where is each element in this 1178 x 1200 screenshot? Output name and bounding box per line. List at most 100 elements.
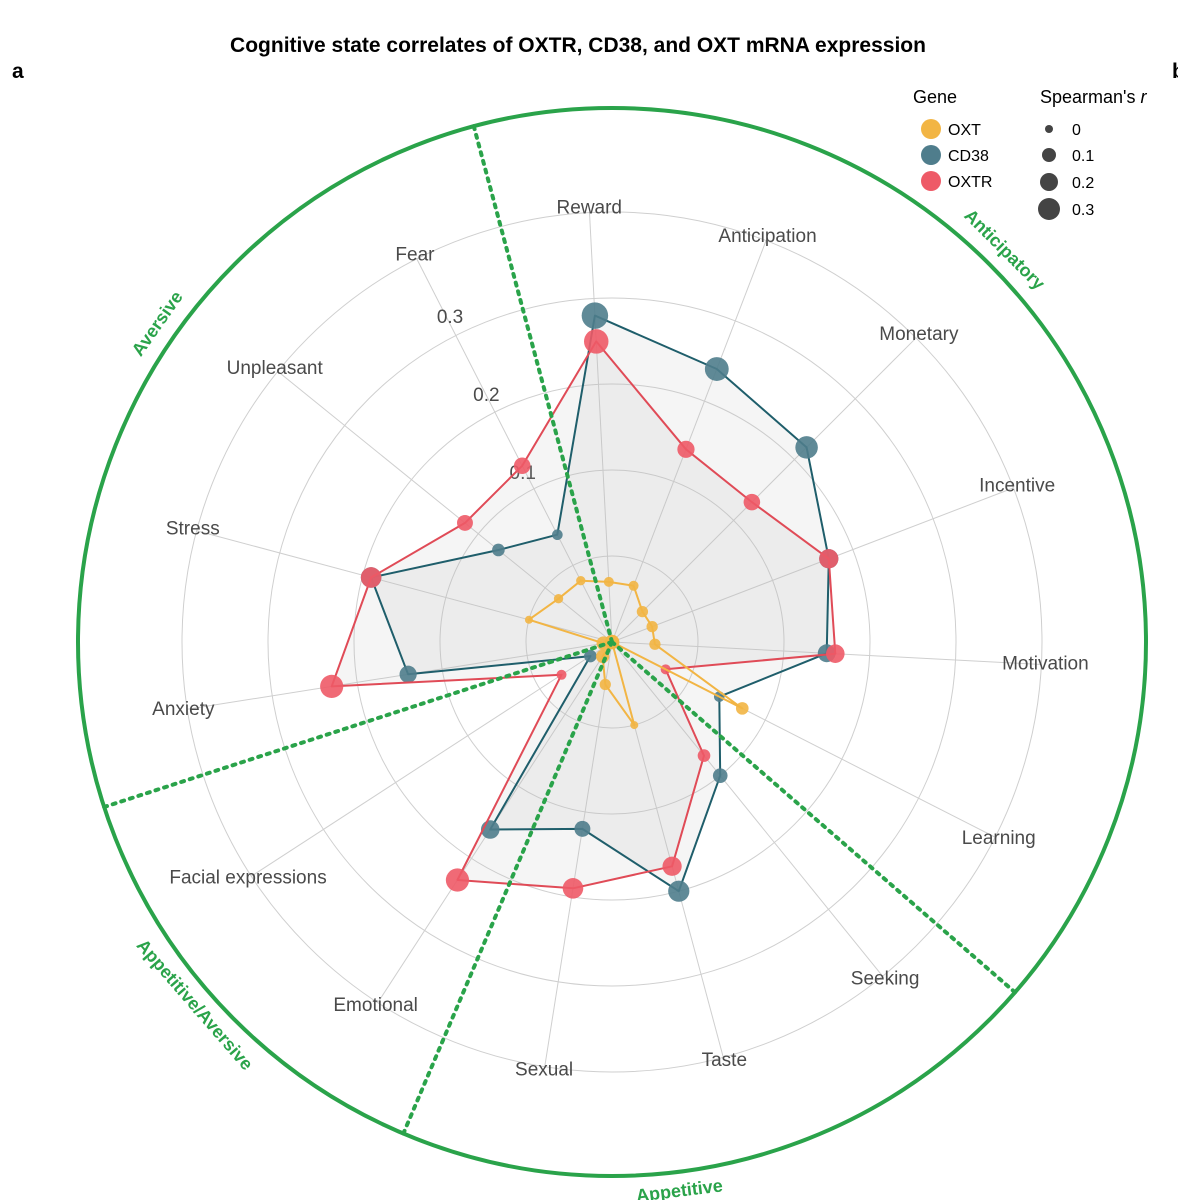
- point-oxtr-incentive: [819, 549, 839, 569]
- axis-label-sexual: Sexual: [515, 1060, 573, 1081]
- line-oxt: [527, 579, 744, 727]
- axis-label-anticipation: Anticipation: [718, 226, 816, 247]
- legend-label-oxtr: OXTR: [948, 174, 992, 191]
- grid-circle-1: [439, 469, 785, 815]
- point-oxt-monetary: [636, 605, 649, 618]
- point-oxtr-anxiety: [320, 674, 344, 698]
- line-cd38: [370, 314, 830, 893]
- point-oxtr-unpleasant: [457, 514, 473, 531]
- group-label-appetitive-aversive: Appetitive/Aversive: [133, 935, 257, 1074]
- chart-title: Cognitive state correlates of OXTR, CD38…: [230, 34, 926, 57]
- panel-label: a: [12, 60, 24, 83]
- legend-size-title-text: Spearman's: [1040, 87, 1135, 107]
- group-divider-3: [102, 640, 614, 810]
- point-cd38-unpleasant: [492, 543, 505, 557]
- legend-size-2: [1040, 173, 1058, 191]
- spoke-monetary: [611, 337, 917, 643]
- point-cd38-anxiety: [399, 665, 417, 683]
- grid-circle-3: [267, 297, 957, 987]
- axis-label-facial-expressions: Facial expressions: [169, 867, 326, 888]
- point-oxtr-facial-expressions: [556, 669, 567, 680]
- series-layer: [320, 302, 845, 902]
- point-cd38-sexual: [574, 820, 591, 837]
- axis-label-stress: Stress: [166, 519, 220, 540]
- point-cd38-fear: [552, 529, 563, 541]
- point-oxt-sexual: [599, 678, 611, 691]
- legend-size-label-0: 0: [1072, 122, 1081, 139]
- point-oxt-taste: [630, 721, 639, 730]
- point-cd38-anticipation: [704, 357, 729, 381]
- point-oxtr-stress: [360, 567, 382, 588]
- axis-label-unpleasant: Unpleasant: [227, 358, 324, 379]
- legend-label-cd38: CD38: [948, 148, 989, 165]
- panel-label-right: b: [1172, 60, 1178, 83]
- point-oxt-fear: [576, 576, 586, 586]
- point-oxtr-taste: [662, 856, 682, 876]
- spoke-sexual: [544, 641, 613, 1067]
- spoke-facial-expressions: [251, 641, 613, 877]
- radial-tick-2: 0.3: [437, 307, 463, 328]
- point-oxt-motivation: [649, 638, 661, 650]
- legend-size-3: [1038, 198, 1060, 220]
- legend-size-0: [1045, 125, 1053, 133]
- grid-circle-0: [525, 555, 699, 729]
- legend: Gene OXT CD38 OXTR Spearman's r 0 0.1 0.…: [913, 87, 1148, 220]
- spoke-seeking: [611, 641, 883, 977]
- point-cd38-taste: [668, 880, 690, 902]
- line-oxtr: [330, 340, 837, 890]
- legend-size-label-3: 0.3: [1072, 202, 1094, 219]
- legend-swatch-oxt: [921, 119, 941, 139]
- area-cd38: [371, 315, 829, 892]
- point-oxtr-seeking: [697, 749, 711, 762]
- point-oxtr-emotional: [445, 868, 470, 892]
- axis-label-motivation: Motivation: [1002, 654, 1089, 675]
- point-oxt-reward: [603, 576, 614, 587]
- axis-label-reward: Reward: [557, 198, 622, 219]
- legend-size-1: [1042, 148, 1056, 162]
- legend-label-oxt: OXT: [948, 122, 981, 139]
- point-oxtr-monetary: [743, 493, 761, 511]
- axis-label-seeking: Seeking: [851, 968, 920, 989]
- group-divider-1: [610, 640, 1018, 995]
- legend-gene-title: Gene: [913, 87, 957, 107]
- point-cd38-facial-expressions: [584, 649, 597, 663]
- point-oxtr-motivation: [826, 644, 845, 663]
- area-oxtr: [331, 341, 836, 889]
- legend-size-title-var: r: [1141, 87, 1148, 107]
- point-oxtr-reward: [583, 329, 609, 354]
- polygon-layer: [331, 315, 836, 892]
- legend-size-label-2: 0.2: [1072, 175, 1094, 192]
- legend-swatch-oxtr: [921, 171, 941, 191]
- spoke-incentive: [611, 487, 1014, 643]
- group-label-appetitive: Appetitive: [635, 1175, 724, 1200]
- point-oxtr-sexual: [562, 878, 584, 899]
- spoke-reward: [588, 212, 613, 643]
- axis-label-monetary: Monetary: [879, 324, 959, 345]
- group-label-aversive: Aversive: [128, 287, 187, 359]
- legend-swatch-cd38: [921, 145, 941, 165]
- group-ring: [76, 106, 1148, 1178]
- axis-label-fear: Fear: [395, 244, 435, 265]
- legend-size-label-1: 0.1: [1072, 148, 1094, 165]
- legend-size-title: Spearman's r: [1040, 87, 1148, 107]
- point-cd38-reward: [581, 302, 609, 329]
- axis-label-incentive: Incentive: [979, 475, 1055, 496]
- point-oxtr-anticipation: [677, 440, 695, 458]
- label-layer: Reward Anticipation Monetary Incentive Motiv…: [152, 198, 1089, 1081]
- radial-tick-1: 0.2: [473, 385, 499, 406]
- group-divider-2: [401, 640, 614, 1136]
- group-divider-0: [471, 124, 614, 644]
- point-oxtr-fear: [513, 457, 531, 475]
- axis-label-learning: Learning: [962, 828, 1036, 849]
- point-cd38-seeking: [712, 768, 728, 783]
- point-oxt-unpleasant: [553, 594, 564, 604]
- grid-circle-2: [353, 383, 871, 901]
- point-oxt-learning: [735, 702, 749, 715]
- point-oxt-anticipation: [628, 580, 639, 591]
- axis-label-anxiety: Anxiety: [152, 699, 215, 720]
- point-oxt-incentive: [646, 620, 658, 633]
- axis-label-emotional: Emotional: [333, 995, 418, 1016]
- point-oxt-stress: [524, 615, 533, 624]
- grid-circle-4: [181, 211, 1043, 1073]
